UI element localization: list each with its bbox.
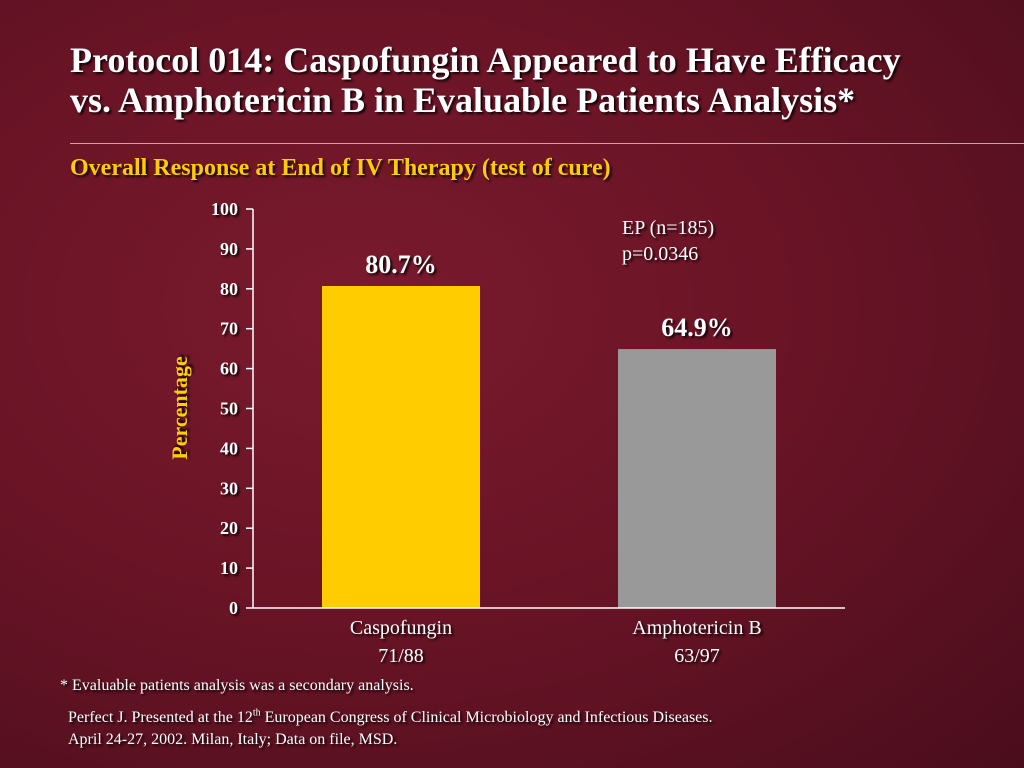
x-category-label: Caspofungin [350, 617, 452, 639]
y-tick-label: 20 [220, 518, 238, 538]
bar-data-label: 80.7% [365, 250, 437, 279]
annotation-line-1: EP (n=185) [622, 217, 715, 239]
y-tick-label: 60 [220, 359, 238, 379]
x-category-sublabel: 71/88 [378, 645, 424, 667]
y-tick-label: 40 [220, 438, 238, 458]
title-line-2: vs. Amphotericin B in Evaluable Patients… [70, 80, 856, 120]
y-tick-label: 100 [211, 199, 238, 219]
footnote: * Evaluable patients analysis was a seco… [60, 677, 414, 694]
y-axis-label: Percentage [167, 356, 192, 460]
y-axis: 0 10 20 30 40 50 60 70 80 90 100 Percentage [167, 199, 254, 618]
bars: 80.7% 64.9% [322, 250, 776, 608]
y-tick-label: 0 [229, 598, 238, 618]
reference-line-1a: Perfect J. Presented at the 12 [68, 709, 253, 726]
slide-title: Protocol 014: Caspofungin Appeared to Ha… [70, 40, 1010, 120]
x-category-label: Amphotericin B [632, 617, 761, 639]
title-divider [70, 143, 1024, 144]
bar [618, 349, 776, 608]
y-tick-label: 10 [220, 558, 238, 578]
y-tick-label: 70 [220, 319, 238, 339]
stat-annotation: EP (n=185) p=0.0346 [622, 215, 714, 267]
annotation-line-2: p=0.0346 [622, 243, 699, 265]
x-axis: Caspofungin 71/88 Amphotericin B 63/97 [253, 607, 845, 667]
reference-superscript: th [252, 707, 261, 719]
reference: Perfect J. Presented at the 12th Europea… [68, 707, 713, 751]
y-tick-label: 80 [220, 279, 238, 299]
x-category-sublabel: 63/97 [674, 645, 720, 667]
reference-line-1b: European Congress of Clinical Microbiolo… [260, 709, 713, 726]
bar-data-label: 64.9% [661, 313, 733, 342]
y-tick-label: 50 [220, 399, 238, 419]
reference-line-2: April 24-27, 2002. Milan, Italy; Data on… [68, 731, 398, 748]
title-line-1: Protocol 014: Caspofungin Appeared to Ha… [70, 40, 901, 80]
chart-subtitle: Overall Response at End of IV Therapy (t… [70, 155, 611, 181]
y-tick-label: 90 [220, 239, 238, 259]
y-tick-label: 30 [220, 478, 238, 498]
bar [322, 286, 480, 608]
